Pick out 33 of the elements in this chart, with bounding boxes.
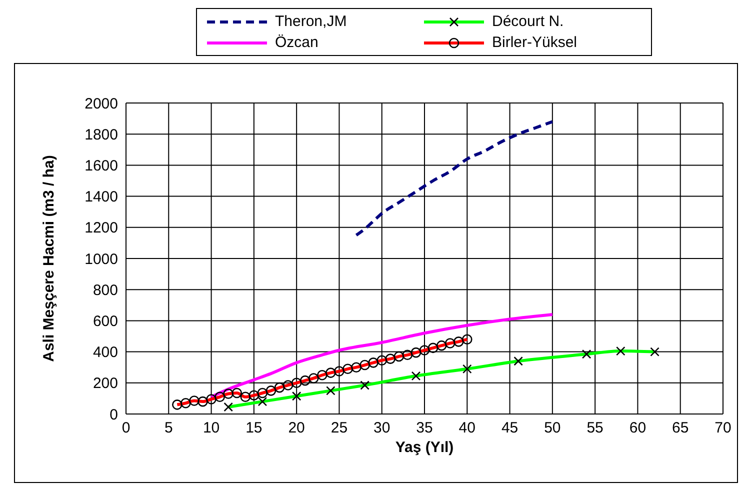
x-tick-label: 25 xyxy=(330,420,348,437)
x-tick-label: 60 xyxy=(629,420,646,437)
line-series xyxy=(354,120,554,237)
x-tick-label: 20 xyxy=(288,420,305,437)
legend-label: Birler-Yüksel xyxy=(492,34,578,51)
x-axis-title: Yaş (Yıl) xyxy=(395,439,454,456)
y-tick-label: 1000 xyxy=(84,250,118,268)
x-tick-label: 50 xyxy=(544,420,561,437)
x-tick-label: 65 xyxy=(672,420,689,437)
y-tick-label: 1800 xyxy=(84,126,118,144)
legend-label: Décourt N. xyxy=(492,13,564,30)
x-tick-label: 35 xyxy=(416,420,433,437)
x-tick-label: 40 xyxy=(458,420,476,437)
x-tick-label: 45 xyxy=(501,420,518,437)
x-tick-label: 5 xyxy=(164,420,173,437)
x-tick-label: 30 xyxy=(374,420,390,437)
y-axis-title: Asli Meşçere Hacmi (m3 / ha) xyxy=(40,155,58,362)
x-tick-label: 70 xyxy=(714,420,732,437)
y-tick-label: 600 xyxy=(92,313,118,330)
legend-label: Theron,JM xyxy=(275,13,347,30)
y-tick-label: 400 xyxy=(92,344,118,362)
legend-label: Özcan xyxy=(275,34,318,51)
x-tick-label: 0 xyxy=(122,420,130,437)
y-tick-label: 1400 xyxy=(84,188,118,206)
y-tick-label: 0 xyxy=(110,406,118,424)
y-tick-label: 1600 xyxy=(84,158,118,175)
y-tick-label: 800 xyxy=(92,282,118,299)
y-tick-label: 1200 xyxy=(84,220,118,237)
x-tick-label: 55 xyxy=(586,420,604,437)
y-tick-label: 200 xyxy=(92,375,118,392)
x-tick-label: 15 xyxy=(246,420,262,437)
x-tick-label: 10 xyxy=(202,420,220,437)
y-tick-label: 2000 xyxy=(84,95,118,112)
